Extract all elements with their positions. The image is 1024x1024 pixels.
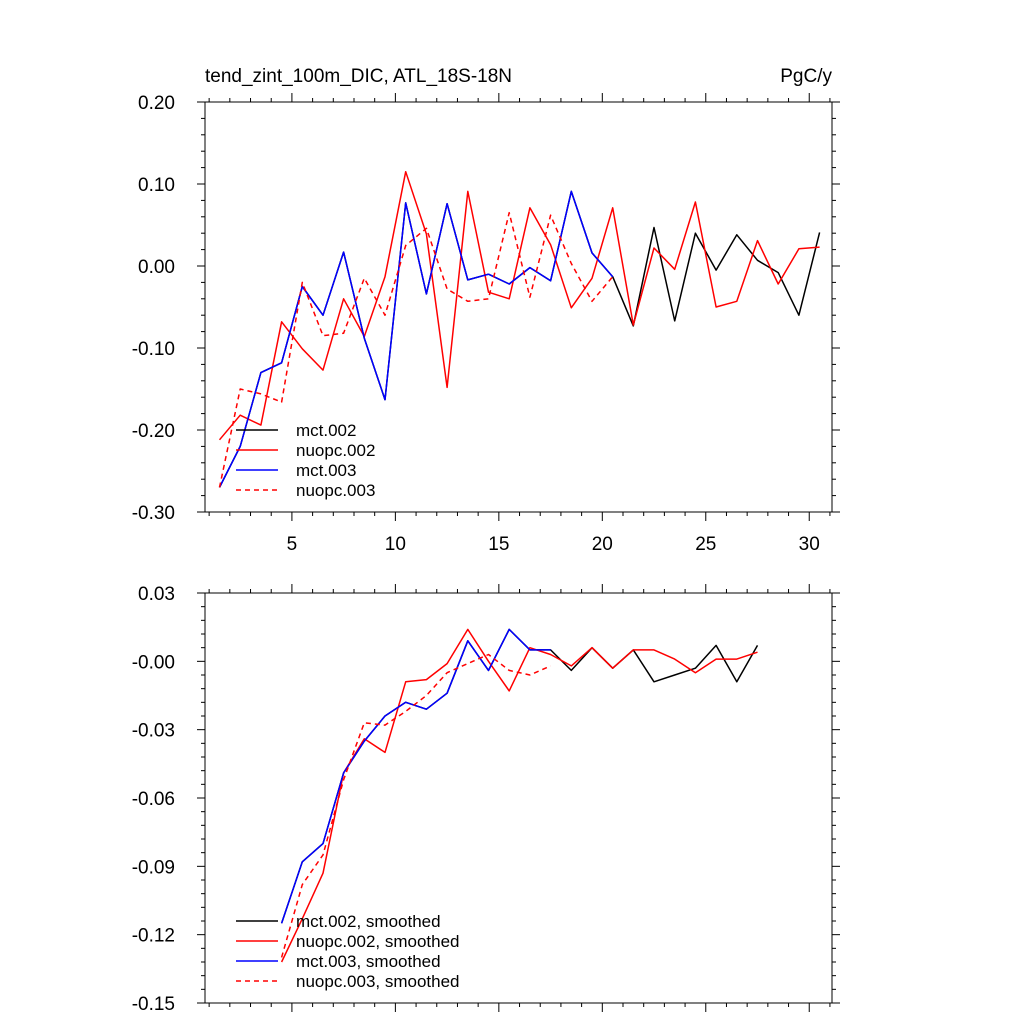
y-tick-label: -0.09 [132, 857, 175, 878]
y-tick-label: 0.20 [138, 93, 175, 114]
series-line-mct-002-smoothed [280, 628, 759, 924]
legend-label: nuopc.002 [296, 441, 375, 460]
series-line-nuopc-003-smoothed [280, 653, 551, 958]
legend-label: nuopc.002, smoothed [296, 932, 460, 951]
y-tick-label: -0.06 [132, 789, 175, 810]
y-tick-label: 0.10 [138, 175, 175, 196]
chart-panel-1: -0.30 -0.20 -0.10 0.00 0.10 0.20 5 10 15 20 25 30 te… [132, 66, 840, 555]
chart-units: PgC/y [780, 66, 832, 87]
series-line-mct-003 [218, 190, 614, 488]
legend-label: mct.003, smoothed [296, 952, 441, 971]
plot-frame [204, 101, 833, 513]
legend-label: nuopc.003, smoothed [296, 972, 460, 991]
chart-title: tend_zint_100m_DIC, ATL_18S-18N [205, 66, 512, 87]
x-tick-label: 5 [287, 534, 298, 555]
y-tick-label: 0.03 [138, 584, 175, 605]
series-line-nuopc-003 [218, 211, 614, 488]
y-tick-label: -0.30 [132, 503, 175, 524]
chart-panel-2: -0.15 -0.12 -0.09 -0.06 -0.03 -0.00 0.03 mct.00… [132, 584, 840, 1015]
y-tick-label: -0.15 [132, 994, 175, 1015]
y-tick-label: -0.12 [132, 926, 175, 947]
series-line-nuopc-002-smoothed [280, 628, 758, 963]
x-tick-label: 20 [592, 534, 613, 555]
x-tick-label: 15 [488, 534, 509, 555]
legend-label: mct.003 [296, 461, 356, 480]
series-line-nuopc-002 [218, 170, 820, 441]
x-tick-label: 10 [385, 534, 406, 555]
legend-label: mct.002, smoothed [296, 912, 441, 931]
y-tick-label: -0.00 [132, 652, 175, 673]
x-tick-label: 30 [799, 534, 820, 555]
y-tick-label: -0.20 [132, 421, 175, 442]
y-tick-label: 0.00 [138, 257, 175, 278]
y-tick-label: -0.03 [132, 721, 175, 742]
series-line-mct-003-smoothed [280, 628, 551, 924]
y-tick-label: -0.10 [132, 339, 175, 360]
x-tick-label: 25 [695, 534, 716, 555]
legend-label: mct.002 [296, 421, 356, 440]
legend-label: nuopc.003 [296, 481, 375, 500]
